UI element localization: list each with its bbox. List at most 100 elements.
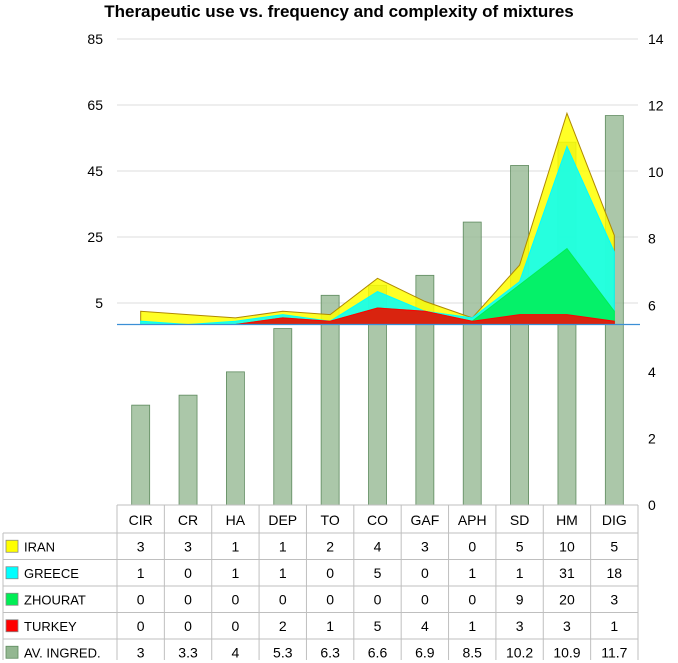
table-cell: 2	[326, 538, 334, 554]
table-cell: 0	[184, 618, 192, 634]
right-tick-label: 10	[648, 164, 664, 180]
table-cell: 0	[184, 591, 192, 607]
legend-swatch	[5, 566, 19, 580]
legend-swatch	[5, 645, 19, 659]
table-cell: 0	[137, 591, 145, 607]
category-label: HM	[556, 512, 578, 528]
right-tick-label: 12	[648, 98, 664, 114]
table-cell: 0	[279, 591, 287, 607]
left-tick-label: 45	[87, 163, 103, 179]
legend-label: ZHOURAT	[24, 592, 86, 607]
table-cell: 0	[232, 618, 240, 634]
table-cell: 31	[559, 565, 575, 581]
bar-dep	[273, 328, 293, 506]
category-label: CO	[367, 512, 388, 528]
category-label: TO	[321, 512, 340, 528]
bar-to	[320, 294, 340, 506]
table-cell: 4	[232, 644, 240, 660]
legend-swatch	[5, 592, 19, 606]
table-cell: 6.9	[415, 644, 435, 660]
table-cell: 1	[137, 565, 145, 581]
table-cell: 0	[421, 591, 429, 607]
table-cell: 0	[184, 565, 192, 581]
table-cell: 1	[468, 618, 476, 634]
left-tick-label: 5	[95, 295, 103, 311]
table-cell: 1	[468, 565, 476, 581]
chart-title: Therapeutic use vs. frequency and comple…	[104, 2, 574, 21]
category-label: DEP	[268, 512, 297, 528]
table-cell: 5	[374, 565, 382, 581]
table-cell: 5	[374, 618, 382, 634]
table-cell: 10	[559, 538, 575, 554]
table-cell: 3.3	[178, 644, 198, 660]
table-cell: 20	[559, 591, 575, 607]
bar-cr	[178, 394, 198, 506]
bar-ha	[226, 371, 245, 506]
table-cell: 1	[516, 565, 524, 581]
table-cell: 1	[610, 618, 618, 634]
table-cell: 1	[232, 565, 240, 581]
table-cell: 0	[421, 565, 429, 581]
axes: 85 65 45 25 5 14 12 10 8 6 4 2 0	[87, 31, 663, 513]
table-cell: 1	[279, 538, 287, 554]
table-cell: 10.2	[506, 644, 533, 660]
table-cell: 3	[563, 618, 571, 634]
right-tick-label: 14	[648, 31, 664, 47]
table-cell: 3	[516, 618, 524, 634]
category-label: HA	[226, 512, 246, 528]
legend-label: AV. INGRED.	[24, 645, 101, 660]
category-label: CIR	[129, 512, 153, 528]
table-cell: 9	[516, 591, 524, 607]
category-label: APH	[458, 512, 487, 528]
table-cell: 3	[137, 538, 145, 554]
area-series	[117, 111, 640, 326]
table-cell: 6.6	[368, 644, 388, 660]
table-cell: 10.9	[553, 644, 580, 660]
table-cell: 1	[279, 565, 287, 581]
table-cell: 1	[232, 538, 240, 554]
table-cell: 3	[610, 591, 618, 607]
bar-aph	[462, 221, 482, 506]
table-cell: 0	[232, 591, 240, 607]
table-cell: 11.7	[601, 644, 627, 660]
left-tick-label: 25	[87, 229, 103, 245]
legend-label: GREECE	[24, 566, 79, 581]
left-tick-label: 65	[87, 97, 103, 113]
right-tick-label: 6	[648, 297, 656, 313]
table-cell: 8.5	[462, 644, 482, 660]
table-cell: 5.3	[273, 644, 293, 660]
category-label: CR	[178, 512, 198, 528]
table-cell: 0	[137, 618, 145, 634]
legend-label: TURKEY	[24, 619, 77, 634]
table-cell: 2	[279, 618, 287, 634]
table-cell: 5	[516, 538, 524, 554]
bar-cir	[131, 404, 151, 506]
table-cell: 4	[374, 538, 382, 554]
table-cell: 3	[184, 538, 192, 554]
table-cell: 0	[468, 538, 476, 554]
left-tick-label: 85	[87, 31, 103, 47]
legend-label: IRAN	[24, 539, 55, 554]
table-cell: 0	[374, 591, 382, 607]
category-label: DIG	[602, 512, 627, 528]
table-cell: 3	[137, 644, 145, 660]
category-label: GAF	[410, 512, 439, 528]
table-cell: 5	[610, 538, 618, 554]
table-cell: 0	[468, 591, 476, 607]
legend-swatch	[5, 539, 19, 553]
right-tick-label: 0	[648, 497, 656, 513]
table-cell: 0	[326, 565, 334, 581]
table-cell: 4	[421, 618, 429, 634]
table-cell: 1	[326, 618, 334, 634]
table-cell: 3	[421, 538, 429, 554]
right-tick-label: 2	[648, 430, 656, 446]
right-tick-label: 8	[648, 231, 656, 247]
table-cell: 0	[326, 591, 334, 607]
category-label: SD	[510, 512, 529, 528]
table-cell: 18	[607, 565, 623, 581]
legend-swatch	[5, 619, 19, 633]
table-cell: 6.3	[320, 644, 340, 660]
bar-sd	[510, 165, 529, 506]
